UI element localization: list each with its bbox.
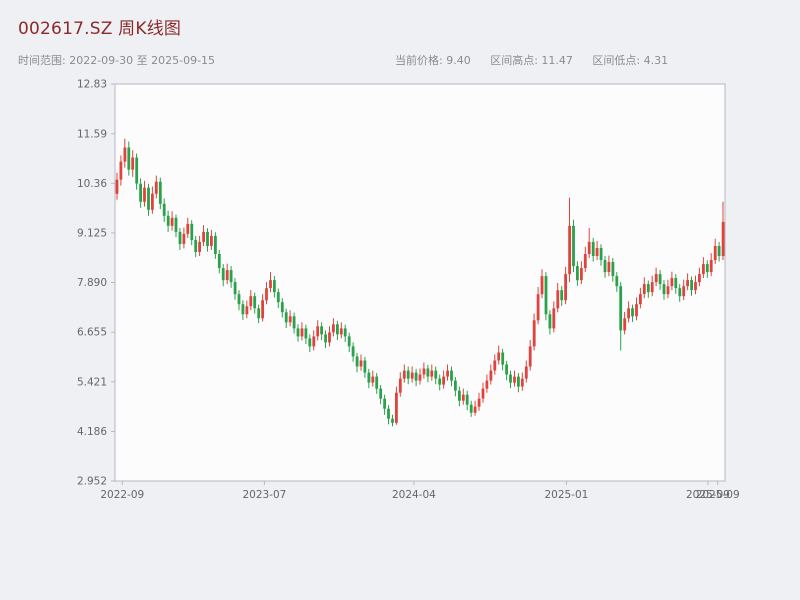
x-axis: 2022-09 2023-07 2024-04 2025-01 2025-092025-…	[100, 481, 740, 501]
svg-text:7.890: 7.890	[77, 277, 107, 289]
range-low-label: 区间低点: 4.31	[592, 54, 669, 67]
svg-text:2024-04: 2024-04	[392, 489, 436, 501]
svg-text:2025-01: 2025-01	[544, 489, 588, 501]
svg-text:2023-07: 2023-07	[242, 489, 286, 501]
svg-text:6.655: 6.655	[77, 327, 107, 339]
candles	[115, 138, 725, 427]
svg-text:11.59: 11.59	[77, 128, 107, 140]
svg-text:2025-09: 2025-09	[696, 489, 740, 501]
svg-text:9.125: 9.125	[77, 227, 107, 239]
svg-text:10.36: 10.36	[77, 178, 107, 190]
chart-title: 002617.SZ 周K线图	[18, 19, 182, 39]
range-high-label: 区间高点: 11.47	[490, 54, 573, 67]
svg-text:2025-09: 2025-09	[686, 489, 730, 501]
svg-text:2022-09: 2022-09	[100, 489, 144, 501]
current-price-label: 当前价格: 9.40	[395, 54, 471, 67]
time-range-label: 时间范围: 2022-09-30 至 2025-09-15	[18, 54, 216, 67]
plot-area	[114, 83, 726, 482]
svg-text:2.952: 2.952	[77, 476, 107, 488]
y-axis: 12.83 11.59 10.36 9.125 7.890 6.655 5.421 4.186…	[77, 79, 115, 488]
price-stats: 当前价格: 9.40 区间高点: 11.47 区间低点: 4.31	[395, 52, 684, 68]
svg-text:5.421: 5.421	[77, 376, 107, 388]
svg-text:12.83: 12.83	[77, 79, 107, 91]
svg-text:4.186: 4.186	[77, 426, 107, 438]
